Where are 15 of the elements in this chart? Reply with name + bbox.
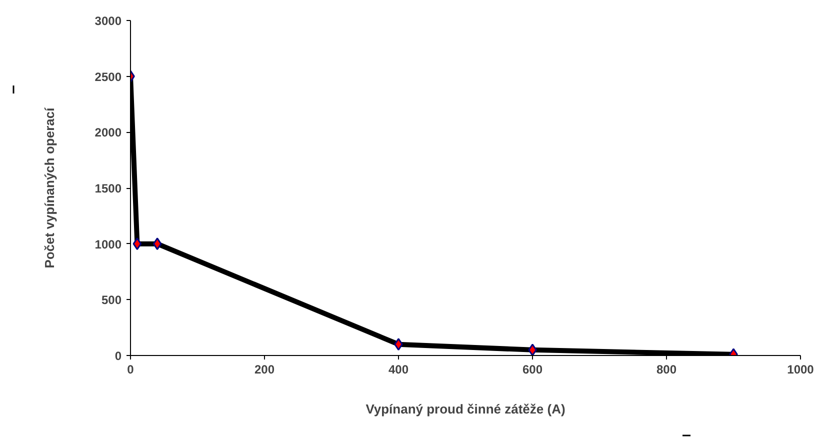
y-axis-title: Počet vypínaných operací (42, 107, 57, 268)
x-tick-label: 200 (254, 362, 275, 376)
x-tick-label: 600 (522, 362, 543, 376)
y-tick-label: 500 (101, 293, 122, 308)
x-tick-label: 1000 (787, 362, 814, 376)
x-tick-label: 0 (127, 362, 134, 376)
y-tick-label: 1000 (94, 237, 122, 252)
x-axis-title: Vypínaný proud činné zátěže (A) (366, 402, 566, 416)
y-tick-label: 3000 (94, 14, 122, 28)
x-tick-label: 400 (388, 362, 409, 376)
y-tick-label: 2000 (94, 126, 122, 140)
x-tick-label: 800 (656, 362, 677, 376)
y-tick-label: 2500 (94, 70, 122, 84)
y-tick-label: 0 (114, 349, 122, 363)
y-tick-label: 1500 (94, 182, 122, 196)
